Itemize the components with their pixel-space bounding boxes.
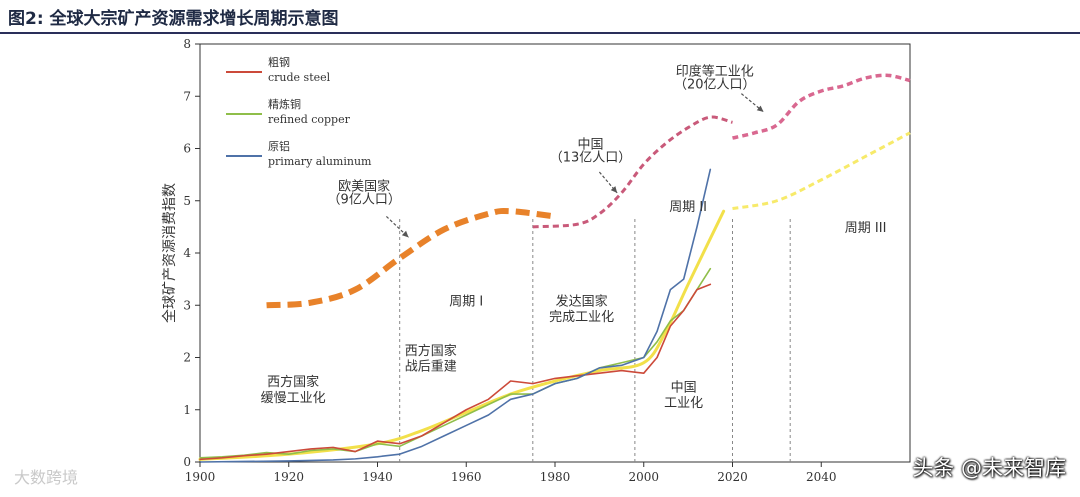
legend-label-zh: 精炼铜 (268, 97, 301, 111)
legend-label-en: refined copper (268, 113, 351, 126)
arrow-cycle-3-head (756, 105, 764, 112)
x-tick-label: 2020 (717, 470, 748, 484)
legend-label-en: primary aluminum (268, 155, 372, 168)
annotation-text: （20亿人口） (674, 77, 756, 92)
series-trend-yellow-solid (198, 209, 726, 461)
annotation-text: 战后重建 (405, 359, 457, 375)
arrow-cycle-2-head (610, 186, 618, 193)
annotation-text: 印度等工业化 (676, 63, 754, 79)
title-bar: 图2: 全球大宗矿产资源需求增长周期示意图 (0, 0, 1080, 34)
x-tick-label: 1960 (451, 470, 482, 484)
page-title: 图2: 全球大宗矿产资源需求增长周期示意图 (8, 9, 339, 29)
x-tick-label: 1940 (362, 470, 393, 484)
series-trend-yellow-dashed (732, 131, 911, 211)
annotation-text: 西方国家 (267, 374, 319, 390)
y-tick-label: 7 (183, 89, 191, 103)
annotation-text: 工业化 (664, 396, 703, 411)
series-crude-steel (199, 283, 712, 461)
watermark-left: 大数跨境 (14, 468, 79, 487)
y-axis-label: 全球矿产资源消费指数 (161, 183, 178, 323)
annotation-text: 周期 II (669, 200, 707, 215)
annotation-text: 发达国家 (556, 293, 608, 309)
resource-demand-chart: 0 1 2 3 4 5 6 7 8 1900 1920 1940 1960 1980 2000 2020 204… (161, 37, 911, 484)
legend-label-zh: 粗钢 (268, 56, 290, 69)
y-tick-label: 2 (183, 351, 191, 365)
series-cycle-1-curve (266, 207, 556, 309)
annotation-text: 周期 III (845, 221, 887, 236)
legend-label-zh: 原铝 (268, 139, 290, 153)
series-cycle-3-curve (732, 73, 911, 140)
annotation-text: （13亿人口） (550, 151, 632, 166)
y-tick-label: 5 (183, 194, 191, 208)
title-underline (0, 32, 1080, 34)
x-tick-label: 2000 (628, 470, 659, 484)
series-refined-copper (199, 267, 712, 459)
annotation-text: 周期 I (449, 294, 483, 309)
annotation-text: 中国 (671, 380, 697, 395)
series-cycle-2-curve (532, 115, 733, 229)
y-tick-label: 6 (183, 142, 191, 156)
arrow-cycle-1-head (401, 230, 409, 238)
y-tick-label: 1 (183, 403, 191, 417)
watermark-right: 头条 @未来智库 (912, 456, 1066, 480)
x-tick-label: 1980 (540, 470, 571, 484)
y-tick-label: 3 (183, 298, 191, 312)
annotation-text: 西方国家 (405, 343, 457, 359)
x-tick-label: 1920 (273, 470, 304, 484)
y-tick-label: 4 (183, 246, 191, 260)
x-tick-label: 1900 (185, 470, 216, 484)
annotation-text: （9亿人口） (328, 192, 401, 207)
annotation-text: 缓慢工业化 (261, 390, 326, 406)
legend-label-en: crude steel (268, 71, 331, 84)
annotation-text: 完成工业化 (549, 310, 614, 325)
series-primary-aluminum (199, 168, 712, 463)
y-tick-label: 0 (183, 455, 191, 469)
annotation-text: 中国 (577, 138, 603, 153)
x-tick-label: 2040 (806, 470, 837, 484)
y-tick-label: 8 (183, 37, 191, 51)
annotation-text: 欧美国家 (338, 178, 390, 194)
